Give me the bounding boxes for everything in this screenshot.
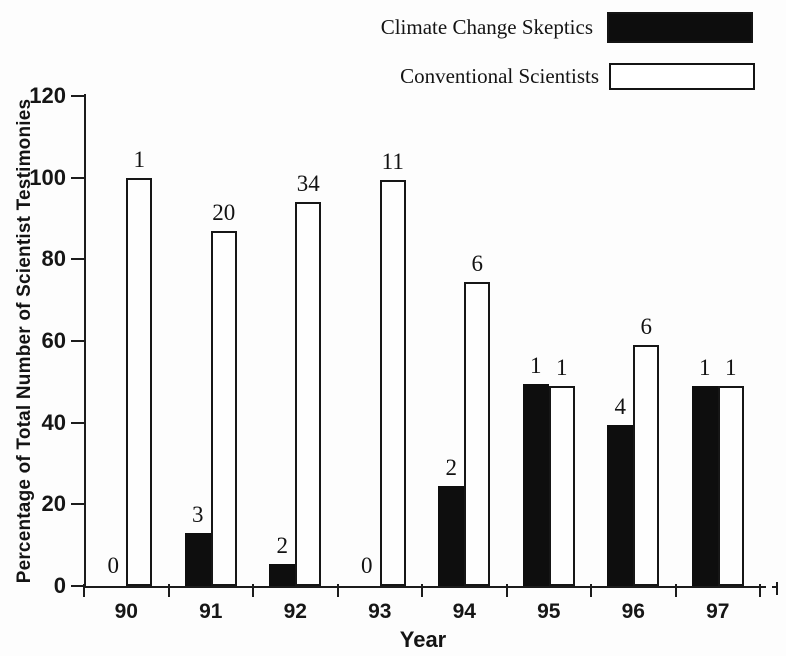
bar-value-label-skeptics-91: 3 xyxy=(192,501,204,527)
bar-skeptics-91 xyxy=(184,532,211,586)
y-tick-label-120: 120 xyxy=(29,83,66,108)
y-tick-0 xyxy=(71,585,85,587)
x-axis-dashed-tail xyxy=(760,586,778,588)
legend-item-conventional: Conventional Scientists xyxy=(400,63,755,90)
bar-conventional-96 xyxy=(633,345,660,586)
bar-conventional-95 xyxy=(548,385,575,586)
bar-conventional-93 xyxy=(379,179,406,586)
bar-conventional-97 xyxy=(717,385,744,586)
y-tick-label-80: 80 xyxy=(41,246,66,272)
bar-value-label-skeptics-97: 1 xyxy=(699,354,711,380)
legend-label-skeptics: Climate Change Skeptics xyxy=(380,15,593,39)
x-axis-category-96: 96 xyxy=(621,600,645,623)
x-axis-title: Year xyxy=(399,627,447,652)
legend-label-conventional: Conventional Scientists xyxy=(400,64,599,88)
x-axis-category-94: 94 xyxy=(452,600,476,623)
bar-value-label-skeptics-95: 1 xyxy=(530,352,542,378)
bar-skeptics-92 xyxy=(269,563,296,586)
x-axis-category-95: 95 xyxy=(537,600,561,623)
bar-skeptics-94 xyxy=(438,485,465,586)
x-tick-3 xyxy=(336,584,339,597)
bar-value-label-conventional-96: 6 xyxy=(640,314,653,340)
y-tick-40 xyxy=(71,421,85,424)
x-tick-0 xyxy=(83,584,85,597)
y-tick-80 xyxy=(71,258,85,261)
x-axis-category-92: 92 xyxy=(283,600,307,623)
x-axis-category-91: 91 xyxy=(199,600,223,623)
bar-value-label-skeptics-94: 2 xyxy=(445,454,458,480)
y-tick-120 xyxy=(71,95,85,97)
y-tick-100 xyxy=(71,176,85,179)
x-tick-7 xyxy=(674,584,677,597)
bar-value-label-conventional-95: 1 xyxy=(556,354,568,380)
bar-value-label-conventional-91: 20 xyxy=(212,199,236,225)
x-tick-2 xyxy=(252,584,254,597)
y-tick-label-60: 60 xyxy=(41,328,66,353)
bar-conventional-90 xyxy=(126,177,153,586)
y-tick-20 xyxy=(71,503,85,506)
y-tick-label-40: 40 xyxy=(41,409,66,435)
y-axis-line xyxy=(84,94,86,588)
bar-value-label-conventional-97: 1 xyxy=(725,354,737,380)
y-tick-label-0: 0 xyxy=(53,573,66,598)
x-tick-4 xyxy=(421,584,423,597)
bar-skeptics-95 xyxy=(522,383,549,586)
y-tick-label-20: 20 xyxy=(41,491,66,517)
legend-swatch-skeptics-icon xyxy=(607,12,753,43)
x-axis-category-93: 93 xyxy=(368,600,392,623)
bar-conventional-91 xyxy=(210,230,237,586)
bar-skeptics-96 xyxy=(607,424,634,586)
bar-value-label-conventional-92: 34 xyxy=(296,171,320,197)
bar-conventional-94 xyxy=(464,281,491,586)
bar-value-label-conventional-93: 11 xyxy=(381,148,404,174)
x-tick-6 xyxy=(590,584,592,597)
bar-conventional-92 xyxy=(295,202,322,586)
bar-value-label-skeptics-96: 4 xyxy=(614,393,627,419)
y-tick-60 xyxy=(71,340,85,342)
legend-item-skeptics: Climate Change Skeptics xyxy=(381,12,753,43)
bar-value-label-skeptics-93: 0 xyxy=(361,553,373,578)
x-axis-end-tick xyxy=(776,582,778,595)
legend-swatch-conventional-icon xyxy=(609,63,755,90)
x-axis-category-97: 97 xyxy=(706,600,730,623)
bar-value-label-conventional-90: 1 xyxy=(133,146,146,172)
y-tick-label-100: 100 xyxy=(29,164,66,190)
x-tick-8 xyxy=(759,584,761,597)
bar-value-label-skeptics-90: 0 xyxy=(107,553,120,578)
bar-value-label-conventional-94: 6 xyxy=(471,250,484,276)
x-tick-1 xyxy=(167,584,170,597)
x-axis-category-90: 90 xyxy=(114,600,138,623)
bar-skeptics-97 xyxy=(691,385,718,586)
bar-value-label-skeptics-92: 2 xyxy=(276,532,289,558)
x-tick-5 xyxy=(505,584,508,597)
